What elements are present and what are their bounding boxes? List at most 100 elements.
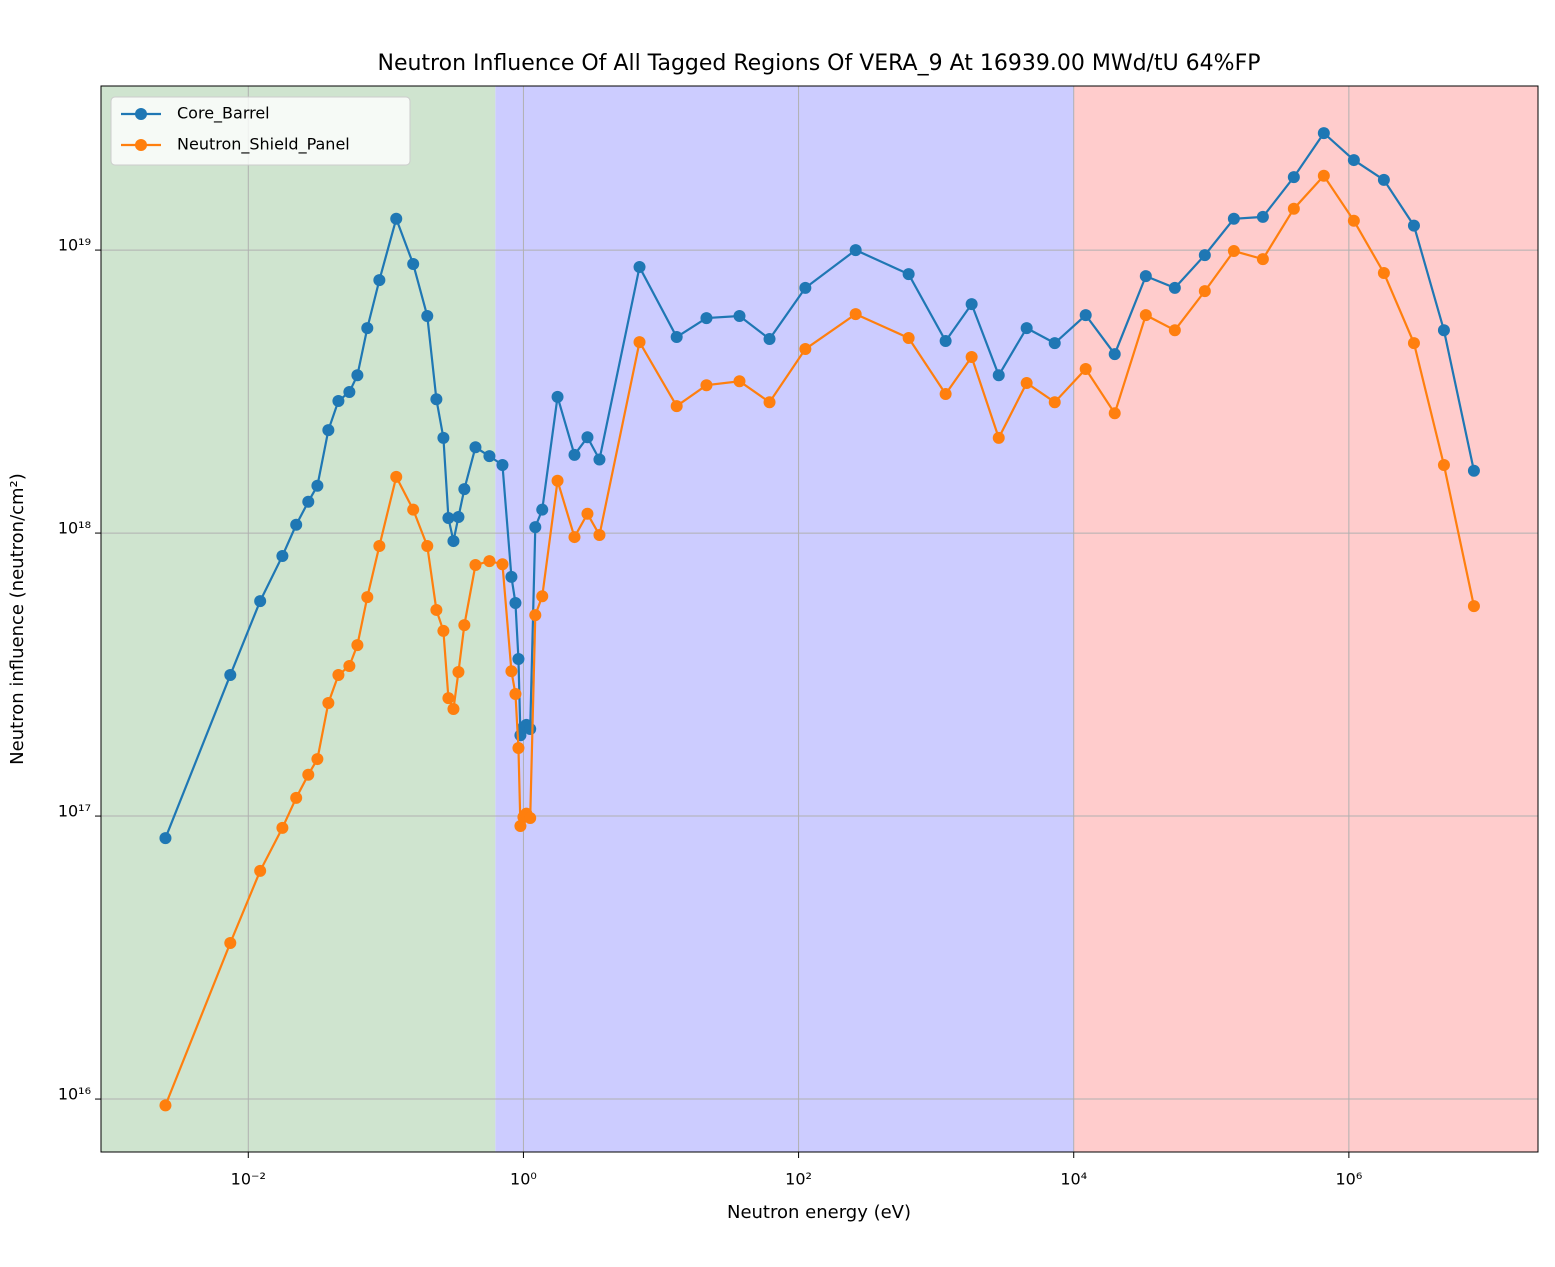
marker	[483, 555, 496, 568]
marker	[1079, 309, 1092, 322]
marker	[1168, 324, 1181, 337]
marker	[469, 559, 482, 572]
region	[495, 86, 1074, 1152]
marker	[633, 336, 646, 349]
marker	[332, 669, 345, 682]
marker	[733, 375, 746, 388]
marker	[483, 450, 496, 463]
marker	[447, 702, 460, 715]
marker	[458, 483, 471, 496]
marker	[373, 274, 386, 287]
marker	[1287, 202, 1300, 215]
marker	[1377, 266, 1390, 279]
marker	[509, 687, 522, 700]
marker	[524, 812, 537, 825]
marker	[302, 495, 315, 508]
marker	[159, 832, 172, 845]
marker	[1227, 212, 1240, 225]
marker	[254, 595, 267, 608]
marker	[593, 529, 606, 542]
marker	[551, 390, 564, 403]
region	[101, 86, 496, 1152]
marker	[849, 308, 862, 321]
marker	[1108, 348, 1121, 361]
marker	[524, 723, 537, 736]
marker	[447, 535, 460, 548]
marker	[1198, 285, 1211, 298]
y-tick-label: 10¹⁸	[58, 519, 91, 538]
marker	[407, 503, 420, 516]
marker	[430, 393, 443, 406]
marker	[224, 669, 237, 682]
legend-label: Core_Barrel	[177, 104, 270, 124]
marker	[343, 660, 356, 673]
marker	[332, 394, 345, 407]
legend-box	[110, 96, 411, 166]
marker	[568, 531, 581, 544]
marker	[361, 591, 374, 604]
marker	[224, 936, 237, 949]
marker	[700, 379, 713, 392]
marker	[1048, 337, 1061, 350]
marker	[1467, 464, 1480, 477]
marker	[992, 369, 1005, 382]
marker	[421, 309, 434, 322]
marker	[1347, 214, 1360, 227]
marker	[437, 624, 450, 637]
marker	[343, 386, 356, 399]
marker	[373, 540, 386, 553]
marker	[1347, 154, 1360, 167]
x-tick-label: 10⁰	[510, 1170, 537, 1189]
marker	[496, 458, 509, 471]
marker	[496, 558, 509, 571]
marker	[939, 335, 952, 348]
marker	[390, 470, 403, 483]
legend-marker	[135, 108, 147, 120]
chart-title: Neutron Influence Of All Tagged Regions …	[378, 51, 1261, 76]
marker	[421, 540, 434, 553]
x-tick-label: 10⁻²	[231, 1170, 266, 1189]
marker	[1108, 407, 1121, 420]
marker	[1079, 362, 1092, 375]
marker	[700, 312, 713, 325]
marker	[1407, 219, 1420, 232]
marker	[276, 549, 289, 562]
marker	[458, 619, 471, 632]
marker	[581, 431, 594, 444]
marker	[442, 512, 455, 525]
marker	[1227, 245, 1240, 258]
marker	[529, 521, 542, 534]
marker	[1287, 171, 1300, 184]
marker	[670, 400, 683, 413]
marker	[1256, 210, 1269, 223]
plot-frame	[100, 85, 1539, 1153]
marker	[1256, 253, 1269, 266]
marker	[1139, 309, 1152, 322]
marker	[509, 597, 522, 610]
marker	[733, 309, 746, 322]
marker	[799, 343, 812, 356]
legend-label: Neutron_Shield_Panel	[177, 135, 350, 155]
marker	[1139, 270, 1152, 283]
marker	[763, 333, 776, 346]
y-tick-label: 10¹⁷	[58, 802, 91, 821]
marker	[390, 212, 403, 225]
marker	[1437, 324, 1450, 337]
marker	[1467, 600, 1480, 613]
y-tick-label: 10¹⁶	[58, 1085, 91, 1104]
marker	[1317, 127, 1330, 140]
marker	[302, 768, 315, 781]
marker	[568, 448, 581, 461]
x-axis-label: Neutron energy (eV)	[727, 1202, 911, 1223]
marker	[992, 431, 1005, 444]
marker	[276, 821, 289, 834]
marker	[1317, 169, 1330, 182]
marker	[1020, 322, 1033, 335]
marker	[407, 257, 420, 270]
marker	[581, 507, 594, 520]
marker	[965, 298, 978, 311]
marker	[322, 424, 335, 437]
marker	[311, 753, 324, 766]
region	[1073, 86, 1538, 1152]
